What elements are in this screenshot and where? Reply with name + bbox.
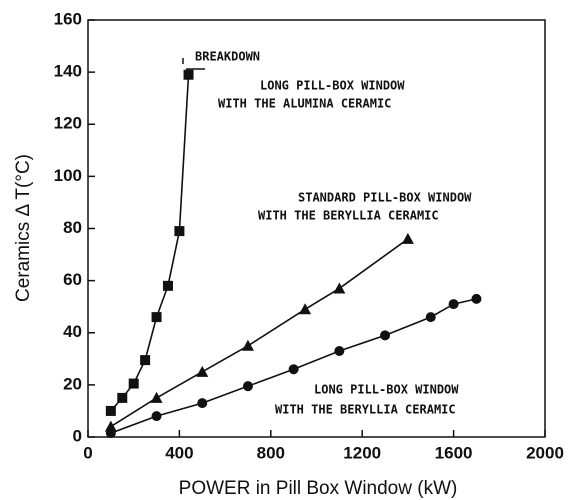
y-tick-label: 160 [54, 9, 82, 28]
marker [197, 398, 208, 409]
x-tick-label: 1200 [343, 443, 381, 462]
y-tick-label: 40 [63, 322, 82, 341]
marker [140, 355, 151, 366]
marker [196, 365, 209, 377]
marker [104, 420, 117, 432]
marker [151, 312, 162, 323]
marker [241, 339, 254, 351]
annotation: BREAKDOWN [195, 50, 260, 64]
annotation: WITH THE BERYLLIA CERAMIC [258, 209, 439, 223]
y-tick-label: 60 [63, 270, 82, 289]
marker [288, 364, 299, 375]
x-tick-label: 0 [83, 443, 92, 462]
annotation: LONG PILL-BOX WINDOW [314, 383, 459, 397]
annotation: WITH THE ALUMINA CERAMIC [218, 97, 391, 111]
marker [448, 299, 459, 310]
marker [242, 381, 253, 392]
x-axis-label: POWER in Pill Box Window (kW) [179, 478, 458, 499]
marker [183, 69, 194, 80]
marker [401, 232, 414, 244]
y-tick-label: 120 [54, 114, 82, 133]
y-tick-label: 20 [63, 374, 82, 393]
series-line [110, 298, 477, 434]
marker [380, 330, 391, 341]
marker [471, 293, 482, 304]
x-tick-label: 400 [165, 443, 193, 462]
annotation: LONG PILL-BOX WINDOW [260, 79, 405, 93]
marker [105, 428, 116, 439]
marker [334, 345, 345, 356]
marker [333, 282, 346, 294]
marker [174, 226, 185, 237]
x-tick-label: 2000 [526, 443, 564, 462]
y-tick-label: 80 [63, 218, 82, 237]
marker [151, 411, 162, 422]
marker [162, 280, 173, 291]
x-tick-label: 800 [257, 443, 285, 462]
marker [117, 392, 128, 403]
marker [299, 303, 312, 315]
marker [105, 405, 116, 416]
marker [128, 378, 139, 389]
y-tick-label: 100 [54, 166, 82, 185]
y-tick-label: 0 [73, 426, 82, 445]
y-axis-label: Ceramics Δ T(°C) [13, 154, 34, 302]
marker [150, 391, 163, 403]
y-tick-label: 140 [54, 62, 82, 81]
x-tick-label: 1600 [435, 443, 473, 462]
annotation: WITH THE BERYLLIA CERAMIC [275, 403, 456, 417]
marker [425, 312, 436, 323]
annotation: STANDARD PILL-BOX WINDOW [298, 191, 472, 205]
